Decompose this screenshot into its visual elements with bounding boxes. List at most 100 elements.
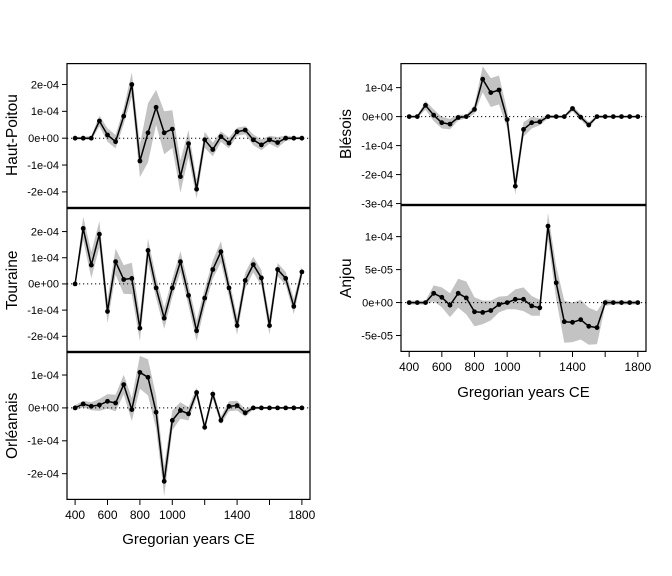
data-point xyxy=(570,106,575,111)
data-point xyxy=(545,223,551,229)
data-point xyxy=(635,300,641,305)
data-point xyxy=(72,135,78,141)
data-point xyxy=(121,277,127,282)
data-point xyxy=(275,405,280,411)
data-point xyxy=(113,400,118,406)
data-point xyxy=(145,374,151,380)
data-point xyxy=(121,382,127,387)
data-point xyxy=(504,300,510,305)
data-point xyxy=(129,407,135,412)
data-point xyxy=(194,328,200,334)
data-point xyxy=(234,403,240,408)
data-point xyxy=(226,140,232,146)
y-tick-label: -1e-04 xyxy=(361,140,393,152)
data-point xyxy=(178,174,183,179)
data-point xyxy=(218,418,224,423)
plot-svg-2: 1e-04 0e+00 -1e-04 -2e-04 400 600 800 1000 1400 1… xyxy=(27,352,316,522)
x-tick-label: 1400 xyxy=(559,360,586,374)
data-point xyxy=(529,120,535,126)
chart-orleanais: 1e-04 0e+00 -1e-04 -2e-04 400 600 800 1000 1400 1… xyxy=(0,352,318,528)
data-point xyxy=(129,276,135,281)
data-point xyxy=(88,262,94,268)
data-point xyxy=(463,295,469,301)
y-tick-label: -1e-04 xyxy=(27,436,59,448)
y-tick-label: -1e-04 xyxy=(27,305,59,317)
x-tick-label: 800 xyxy=(130,508,150,522)
x-tick-label: 1000 xyxy=(494,360,521,374)
data-point xyxy=(586,122,592,128)
panel-border xyxy=(66,63,311,209)
data-point xyxy=(250,405,256,411)
x-tick-label: 1000 xyxy=(159,508,186,522)
data-point xyxy=(472,107,477,112)
x-tick-label: 1400 xyxy=(224,508,251,522)
data-point xyxy=(545,114,551,119)
data-point xyxy=(406,300,412,305)
data-point xyxy=(423,102,428,108)
data-point xyxy=(610,300,616,305)
data-point xyxy=(97,402,102,408)
xaxis-title-right: Gregorian years CE xyxy=(457,384,590,401)
data-point xyxy=(97,231,102,237)
chart-touraine: 2e-04 1e-04 0e+00 -1e-04 -2e-04 xyxy=(0,208,318,353)
data-point xyxy=(242,410,248,416)
panel-border xyxy=(400,205,647,353)
data-point xyxy=(512,296,518,302)
x-tick-label: 1800 xyxy=(289,508,316,522)
data-point xyxy=(169,126,175,132)
data-point xyxy=(406,114,412,119)
data-point xyxy=(105,132,110,138)
plot-svg-1: 2e-04 1e-04 0e+00 -1e-04 -2e-04 xyxy=(27,208,311,353)
data-point xyxy=(627,300,633,305)
data-point xyxy=(242,278,248,283)
data-point xyxy=(161,478,167,484)
data-point xyxy=(72,405,78,411)
data-point xyxy=(578,317,584,323)
data-point xyxy=(488,90,494,95)
data-point xyxy=(455,290,461,296)
data-point xyxy=(447,121,453,127)
data-point xyxy=(602,300,608,305)
data-point xyxy=(267,323,272,328)
y-tick-label: -3e-04 xyxy=(361,198,393,210)
y-tick-label: 2e-04 xyxy=(31,226,59,238)
data-point xyxy=(275,140,280,145)
data-point xyxy=(178,408,183,413)
x-tick-label: 1800 xyxy=(624,360,651,374)
data-point xyxy=(137,370,143,375)
data-point xyxy=(283,405,289,411)
data-point xyxy=(586,323,592,329)
y-tick-label: -2e-04 xyxy=(361,169,393,181)
data-point xyxy=(561,114,567,119)
confidence-band xyxy=(75,72,302,199)
data-point xyxy=(521,296,526,302)
data-point xyxy=(202,137,208,143)
data-point xyxy=(186,293,191,298)
data-point xyxy=(88,135,94,141)
data-point xyxy=(105,398,110,404)
data-point xyxy=(226,285,232,291)
x-tick-label: 800 xyxy=(464,360,484,374)
data-point xyxy=(129,82,135,87)
data-point xyxy=(153,285,159,291)
data-point xyxy=(299,135,305,141)
data-point xyxy=(463,114,469,119)
data-point xyxy=(218,134,224,139)
data-point xyxy=(594,114,600,119)
plot-svg-4: 1e-04 5e-05 0e+00 -5e-05 400 600 800 1000 1400 18… xyxy=(361,205,652,374)
data-point xyxy=(496,87,502,93)
data-point xyxy=(113,139,118,145)
data-point xyxy=(283,135,289,141)
data-point xyxy=(105,309,110,314)
data-point xyxy=(169,418,175,423)
data-point xyxy=(161,315,167,321)
data-point xyxy=(537,305,543,311)
data-point xyxy=(80,401,86,407)
data-point xyxy=(627,114,633,119)
confidence-band xyxy=(75,216,302,342)
data-point xyxy=(431,112,437,118)
data-point xyxy=(88,403,94,409)
data-point xyxy=(561,319,567,325)
y-tick-label: 1e-04 xyxy=(31,253,59,265)
